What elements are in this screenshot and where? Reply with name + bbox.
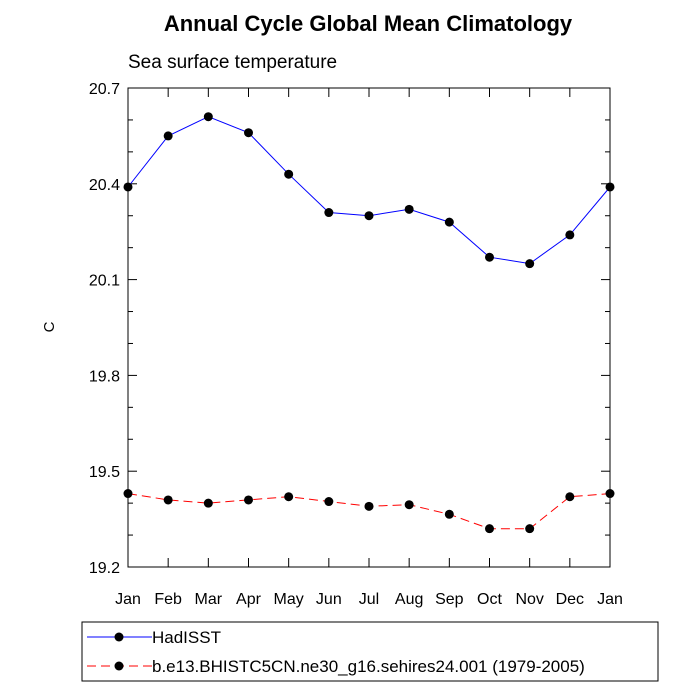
x-tick-label: Apr <box>236 591 262 608</box>
legend: HadISST b.e13.BHISTC5CN.ne30_g16.sehires2… <box>81 621 659 682</box>
x-tick-label: Mar <box>195 591 223 608</box>
data-point-series-1 <box>324 497 334 507</box>
y-tick-label: 20.1 <box>89 273 120 290</box>
chart-marks: 19.2 19.5 19.8 20.1 20.4 20.7 Jan Feb Mar Apr May J… <box>89 81 623 608</box>
x-tick-label: Dec <box>556 591 584 608</box>
data-point-series-0 <box>244 128 253 138</box>
data-point-series-1 <box>244 495 253 505</box>
data-point-series-1 <box>364 501 374 511</box>
chart-title: Annual Cycle Global Mean Climatology <box>164 11 573 36</box>
data-point-series-1 <box>404 500 414 510</box>
data-point-series-0 <box>324 208 334 218</box>
x-tick-label: Jan <box>597 591 623 608</box>
y-tick-label: 19.2 <box>89 560 120 577</box>
x-tick-label: Oct <box>477 591 502 608</box>
legend-marker-1 <box>114 661 124 671</box>
x-tick-label: Sep <box>435 591 464 608</box>
x-tick-label: Jul <box>359 591 379 608</box>
data-point-series-0 <box>444 217 454 227</box>
x-tick-label: Jun <box>316 591 342 608</box>
x-tick-label: Nov <box>515 591 543 608</box>
data-point-series-0 <box>485 252 494 262</box>
data-point-series-0 <box>565 230 575 240</box>
data-point-series-0 <box>203 112 213 122</box>
data-point-series-1 <box>565 492 575 502</box>
legend-marker-0 <box>114 632 124 642</box>
data-point-series-1 <box>444 509 454 519</box>
legend-label-0: HadISST <box>152 628 221 647</box>
y-tick-label: 20.4 <box>89 177 120 194</box>
data-point-series-1 <box>605 489 615 499</box>
x-tick-label: Feb <box>154 591 182 608</box>
data-point-series-0 <box>284 169 294 179</box>
data-point-series-0 <box>605 182 615 192</box>
data-point-series-1 <box>163 495 173 505</box>
y-axis-label: C <box>41 321 58 332</box>
series-line-1 <box>127 493 611 530</box>
data-point-series-0 <box>163 131 173 141</box>
y-tick-label: 19.5 <box>89 464 120 481</box>
x-tick-label: May <box>274 591 304 608</box>
data-point-series-1 <box>284 492 294 502</box>
y-tick-label: 19.8 <box>89 368 120 385</box>
data-point-series-0 <box>525 259 535 269</box>
plot-frame <box>127 87 611 568</box>
series-line-0 <box>127 116 611 265</box>
data-point-series-1 <box>203 498 213 508</box>
data-point-series-1 <box>485 524 494 534</box>
data-point-series-0 <box>364 211 374 221</box>
data-point-series-1 <box>123 489 133 499</box>
y-tick-label: 20.7 <box>89 81 120 98</box>
data-point-series-0 <box>404 204 414 214</box>
legend-box <box>81 621 659 682</box>
x-tick-label: Jan <box>115 591 141 608</box>
chart-subtitle: Sea surface temperature <box>128 52 337 73</box>
data-point-series-1 <box>525 524 535 534</box>
x-tick-label: Aug <box>395 591 423 608</box>
data-point-series-0 <box>123 182 133 192</box>
legend-label-1: b.e13.BHISTC5CN.ne30_g16.sehires24.001 (… <box>152 657 585 676</box>
